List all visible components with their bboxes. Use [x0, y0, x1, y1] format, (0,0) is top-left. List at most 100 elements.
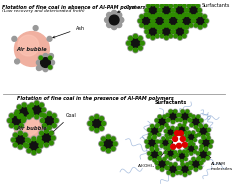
Circle shape — [111, 147, 115, 151]
Circle shape — [169, 156, 173, 160]
Circle shape — [164, 35, 169, 40]
Circle shape — [182, 123, 186, 127]
Circle shape — [54, 119, 58, 122]
Circle shape — [191, 157, 196, 161]
Circle shape — [142, 17, 150, 25]
Circle shape — [169, 4, 173, 8]
Circle shape — [176, 166, 180, 170]
Circle shape — [169, 26, 173, 29]
Circle shape — [199, 140, 202, 143]
Circle shape — [194, 14, 198, 19]
Circle shape — [180, 159, 184, 163]
Circle shape — [171, 147, 175, 151]
Circle shape — [192, 160, 200, 168]
Circle shape — [102, 122, 105, 125]
Circle shape — [149, 15, 152, 18]
Circle shape — [203, 24, 206, 27]
Circle shape — [13, 133, 17, 137]
Circle shape — [19, 113, 24, 119]
Circle shape — [188, 113, 193, 117]
Circle shape — [179, 124, 181, 127]
Circle shape — [167, 126, 170, 130]
Circle shape — [42, 123, 47, 128]
Circle shape — [198, 12, 203, 17]
Circle shape — [164, 165, 169, 170]
Circle shape — [196, 151, 200, 156]
Circle shape — [166, 114, 169, 117]
Circle shape — [164, 2, 169, 7]
Circle shape — [160, 33, 164, 38]
Circle shape — [164, 151, 167, 154]
Circle shape — [206, 128, 211, 132]
Circle shape — [42, 124, 46, 127]
Circle shape — [176, 6, 184, 15]
Circle shape — [100, 126, 104, 130]
Circle shape — [196, 157, 200, 161]
Circle shape — [32, 137, 36, 141]
Circle shape — [198, 156, 201, 160]
Circle shape — [167, 170, 171, 175]
Circle shape — [32, 151, 36, 155]
Circle shape — [189, 114, 192, 117]
Circle shape — [25, 144, 29, 148]
Circle shape — [160, 4, 164, 8]
Circle shape — [160, 125, 164, 129]
Circle shape — [21, 116, 27, 122]
Circle shape — [19, 107, 29, 117]
Circle shape — [177, 113, 182, 117]
Circle shape — [196, 4, 200, 8]
Circle shape — [28, 109, 34, 115]
Circle shape — [18, 114, 39, 135]
Circle shape — [40, 103, 43, 107]
Circle shape — [150, 146, 154, 150]
Circle shape — [9, 113, 14, 119]
Circle shape — [22, 103, 26, 107]
Circle shape — [148, 139, 156, 147]
Circle shape — [42, 114, 46, 118]
Circle shape — [160, 25, 164, 30]
Circle shape — [198, 13, 202, 16]
Circle shape — [157, 25, 162, 29]
Circle shape — [191, 131, 195, 135]
Circle shape — [160, 34, 164, 38]
Circle shape — [164, 23, 169, 28]
Circle shape — [151, 15, 155, 18]
Circle shape — [34, 114, 39, 119]
Circle shape — [177, 114, 180, 117]
Circle shape — [27, 139, 31, 143]
Circle shape — [209, 145, 212, 148]
Circle shape — [193, 150, 197, 154]
Circle shape — [164, 150, 168, 154]
Circle shape — [172, 30, 176, 33]
Circle shape — [159, 30, 162, 33]
Circle shape — [174, 110, 177, 113]
Circle shape — [150, 148, 154, 152]
Circle shape — [42, 108, 46, 112]
Circle shape — [187, 170, 191, 175]
Circle shape — [127, 41, 131, 45]
Circle shape — [99, 141, 104, 146]
Circle shape — [171, 29, 176, 34]
Circle shape — [17, 114, 22, 119]
Circle shape — [158, 29, 163, 34]
Circle shape — [189, 119, 192, 122]
Circle shape — [165, 118, 169, 123]
Circle shape — [25, 137, 30, 143]
Circle shape — [173, 12, 178, 17]
Circle shape — [106, 134, 111, 140]
Circle shape — [146, 4, 151, 8]
Circle shape — [188, 131, 190, 134]
Circle shape — [198, 165, 202, 170]
Circle shape — [26, 104, 32, 110]
Circle shape — [190, 15, 193, 18]
Text: Air bubble: Air bubble — [17, 126, 47, 131]
Circle shape — [21, 118, 26, 123]
Circle shape — [188, 143, 190, 146]
Circle shape — [190, 19, 195, 23]
Circle shape — [128, 36, 133, 41]
Circle shape — [148, 136, 152, 140]
Circle shape — [157, 132, 161, 137]
Circle shape — [171, 173, 175, 177]
Circle shape — [22, 132, 28, 138]
Circle shape — [40, 113, 43, 117]
